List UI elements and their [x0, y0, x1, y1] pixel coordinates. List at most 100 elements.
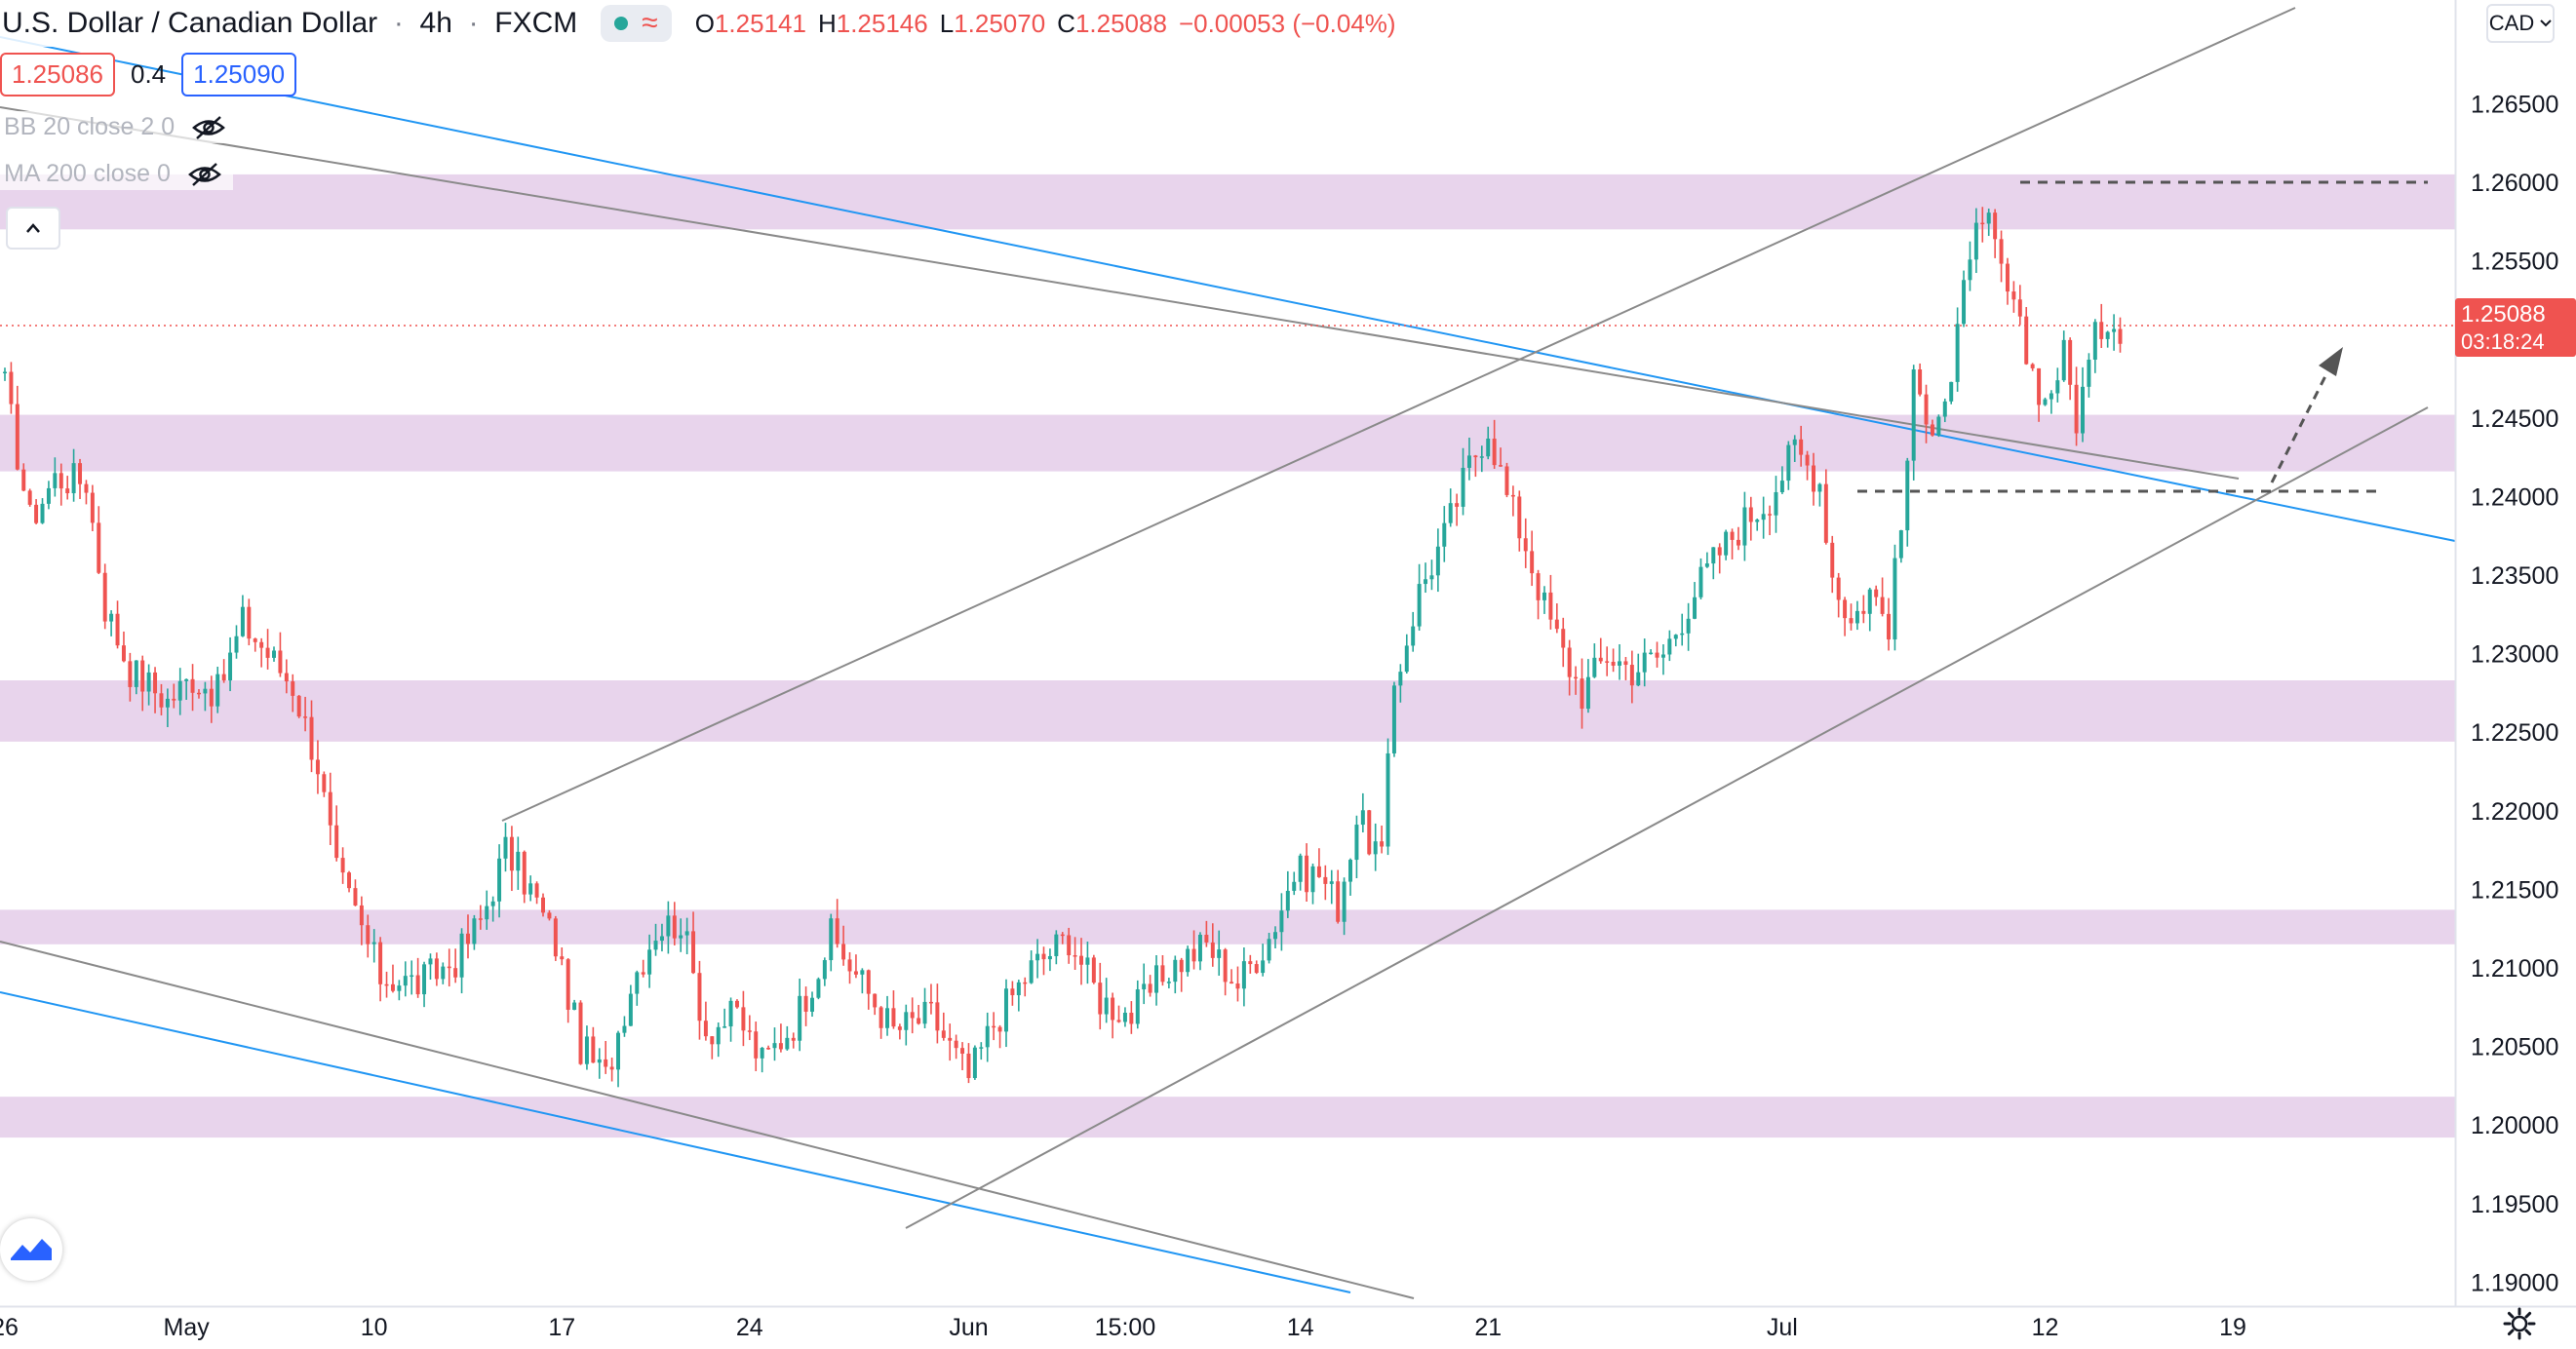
candle[interactable]	[1918, 363, 1923, 397]
candle[interactable]	[1629, 650, 1634, 704]
candle[interactable]	[1779, 466, 1784, 494]
candle[interactable]	[1986, 208, 1991, 237]
eye-hidden-icon[interactable]	[192, 115, 226, 140]
candle[interactable]	[1949, 381, 1954, 405]
candle[interactable]	[1854, 600, 1859, 631]
candle[interactable]	[1380, 825, 1385, 854]
candle[interactable]	[1861, 595, 1866, 624]
candle[interactable]	[1067, 927, 1072, 964]
candle[interactable]	[1186, 945, 1190, 977]
candle[interactable]	[860, 968, 865, 994]
downtrend-line-blue-lower[interactable]	[0, 991, 1351, 1293]
candle[interactable]	[1367, 809, 1372, 856]
candle[interactable]	[1029, 950, 1034, 984]
candle[interactable]	[679, 918, 683, 952]
candle[interactable]	[2118, 317, 2123, 353]
candle[interactable]	[1730, 528, 1735, 559]
candle[interactable]	[209, 675, 214, 723]
candle[interactable]	[2105, 330, 2110, 348]
candle[interactable]	[891, 990, 896, 1029]
candle[interactable]	[1887, 597, 1892, 651]
candle[interactable]	[1060, 932, 1065, 944]
candle[interactable]	[1530, 530, 1535, 587]
candle[interactable]	[2024, 306, 2029, 366]
candle[interactable]	[841, 925, 846, 966]
candle[interactable]	[1936, 414, 1941, 438]
candle[interactable]	[584, 1025, 589, 1070]
candle[interactable]	[853, 954, 858, 979]
candle[interactable]	[2092, 319, 2097, 373]
candle[interactable]	[2061, 330, 2066, 382]
candle[interactable]	[1035, 939, 1040, 979]
candle[interactable]	[1580, 658, 1584, 729]
candle[interactable]	[604, 1040, 608, 1074]
candle[interactable]	[1774, 476, 1778, 533]
candle[interactable]	[334, 805, 339, 862]
candle[interactable]	[366, 914, 371, 958]
candle[interactable]	[917, 1005, 921, 1025]
candle[interactable]	[772, 1027, 777, 1061]
currency-selector[interactable]: CAD	[2486, 4, 2555, 43]
candle[interactable]	[1373, 823, 1378, 871]
candle[interactable]	[146, 664, 151, 706]
candle[interactable]	[791, 1032, 796, 1049]
candle[interactable]	[1667, 630, 1672, 662]
candle[interactable]	[1116, 1005, 1121, 1023]
candle[interactable]	[102, 563, 107, 630]
price-axis[interactable]: 1.19000 1.19500 1.20000 1.20500 1.21000 1.215…	[2454, 0, 2576, 1306]
market-status-pill[interactable]: ≈	[601, 5, 672, 42]
candle[interactable]	[972, 1045, 977, 1080]
candle[interactable]	[1880, 577, 1885, 617]
candle[interactable]	[1924, 384, 1929, 443]
candle[interactable]	[534, 881, 539, 905]
candle[interactable]	[785, 1025, 790, 1051]
candle[interactable]	[1142, 963, 1147, 1005]
candle[interactable]	[541, 893, 545, 917]
candle[interactable]	[1792, 435, 1797, 462]
candle[interactable]	[296, 694, 301, 718]
support-resistance-zone[interactable]	[0, 1097, 2455, 1138]
candle[interactable]	[1724, 529, 1729, 560]
candle[interactable]	[1942, 398, 1947, 423]
candle[interactable]	[503, 823, 508, 872]
candle[interactable]	[1585, 659, 1590, 713]
candle[interactable]	[1554, 603, 1559, 634]
candle[interactable]	[78, 458, 83, 499]
channel-line-upper[interactable]	[501, 7, 2296, 822]
candle[interactable]	[1461, 447, 1465, 516]
eye-hidden-icon[interactable]	[188, 162, 221, 187]
candle[interactable]	[1104, 978, 1109, 1023]
candle[interactable]	[954, 1034, 958, 1060]
candle[interactable]	[1229, 969, 1234, 984]
candle[interactable]	[1823, 469, 1828, 545]
candle[interactable]	[1911, 365, 1916, 481]
candle[interactable]	[1843, 597, 1848, 636]
candle[interactable]	[1693, 582, 1698, 620]
candle[interactable]	[760, 1047, 764, 1073]
candle[interactable]	[1122, 1007, 1127, 1027]
candle[interactable]	[1398, 664, 1403, 703]
candle[interactable]	[1154, 955, 1159, 1006]
candle[interactable]	[2037, 367, 2042, 422]
candle[interactable]	[1704, 552, 1709, 568]
candle[interactable]	[422, 961, 427, 1008]
candle[interactable]	[1342, 877, 1347, 936]
candle[interactable]	[1611, 648, 1616, 673]
downtrend-line-blue-upper[interactable]	[0, 36, 2456, 542]
candle[interactable]	[1504, 462, 1509, 498]
candle[interactable]	[997, 1024, 1002, 1049]
candle[interactable]	[1660, 644, 1665, 675]
candle[interactable]	[1241, 947, 1246, 1007]
candle[interactable]	[1999, 230, 2004, 283]
candle[interactable]	[766, 1045, 771, 1050]
candle[interactable]	[516, 836, 521, 890]
candle[interactable]	[948, 1023, 953, 1061]
candle[interactable]	[1129, 1001, 1134, 1034]
candle[interactable]	[1761, 496, 1766, 539]
candle[interactable]	[65, 476, 70, 500]
candle[interactable]	[528, 875, 533, 902]
candle[interactable]	[240, 595, 245, 637]
candle[interactable]	[490, 896, 495, 922]
candle[interactable]	[628, 984, 633, 1026]
candle[interactable]	[810, 991, 814, 1018]
